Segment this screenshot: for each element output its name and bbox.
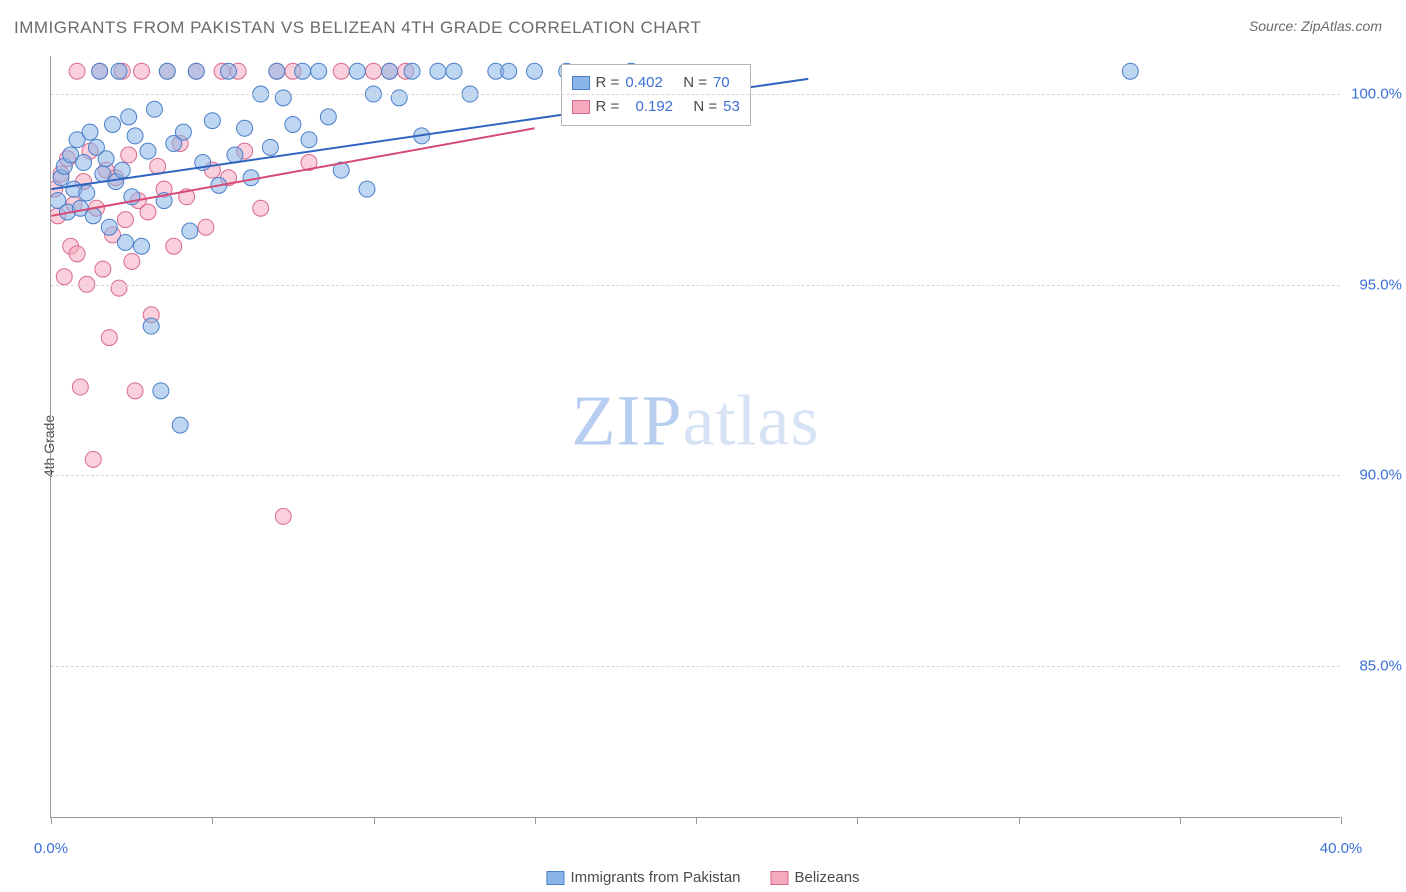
stat-row-series-1: R = 0.402 N = 70 <box>572 71 740 95</box>
n-label: N = <box>693 95 717 119</box>
chart-svg <box>51 56 1340 817</box>
r-value-series-1: 0.402 <box>625 71 663 95</box>
y-tick-label: 85.0% <box>1359 657 1402 674</box>
r-label: R = <box>596 95 620 119</box>
x-tick-label: 40.0% <box>1320 840 1363 857</box>
legend: Immigrants from Pakistan Belizeans <box>546 869 859 886</box>
source-prefix: Source: <box>1249 18 1301 34</box>
stat-row-series-2: R = 0.192 N = 53 <box>572 95 740 119</box>
legend-label-2: Belizeans <box>795 869 860 886</box>
legend-swatch-2 <box>771 871 789 885</box>
swatch-series-1 <box>572 76 590 90</box>
r-label: R = <box>596 71 620 95</box>
source-attribution: Source: ZipAtlas.com <box>1249 18 1382 34</box>
source-name: ZipAtlas.com <box>1301 18 1382 34</box>
y-tick-label: 90.0% <box>1359 467 1402 484</box>
n-value-series-1: 70 <box>713 71 730 95</box>
plot-area: ZIPatlas R = 0.402 N = 70 R = 0.192 N = … <box>50 56 1340 818</box>
watermark: ZIPatlas <box>572 380 820 463</box>
y-tick-label: 100.0% <box>1351 86 1402 103</box>
legend-swatch-1 <box>546 871 564 885</box>
legend-label-1: Immigrants from Pakistan <box>570 869 740 886</box>
legend-item-1: Immigrants from Pakistan <box>546 869 740 886</box>
x-tick-label: 0.0% <box>34 840 68 857</box>
r-value-series-2: 0.192 <box>635 95 673 119</box>
watermark-zip: ZIP <box>572 381 683 461</box>
swatch-series-2 <box>572 100 590 114</box>
legend-item-2: Belizeans <box>771 869 860 886</box>
chart-title: IMMIGRANTS FROM PAKISTAN VS BELIZEAN 4TH… <box>14 18 701 38</box>
watermark-atlas: atlas <box>683 381 820 461</box>
n-value-series-2: 53 <box>723 95 740 119</box>
n-label: N = <box>683 71 707 95</box>
y-tick-label: 95.0% <box>1359 276 1402 293</box>
